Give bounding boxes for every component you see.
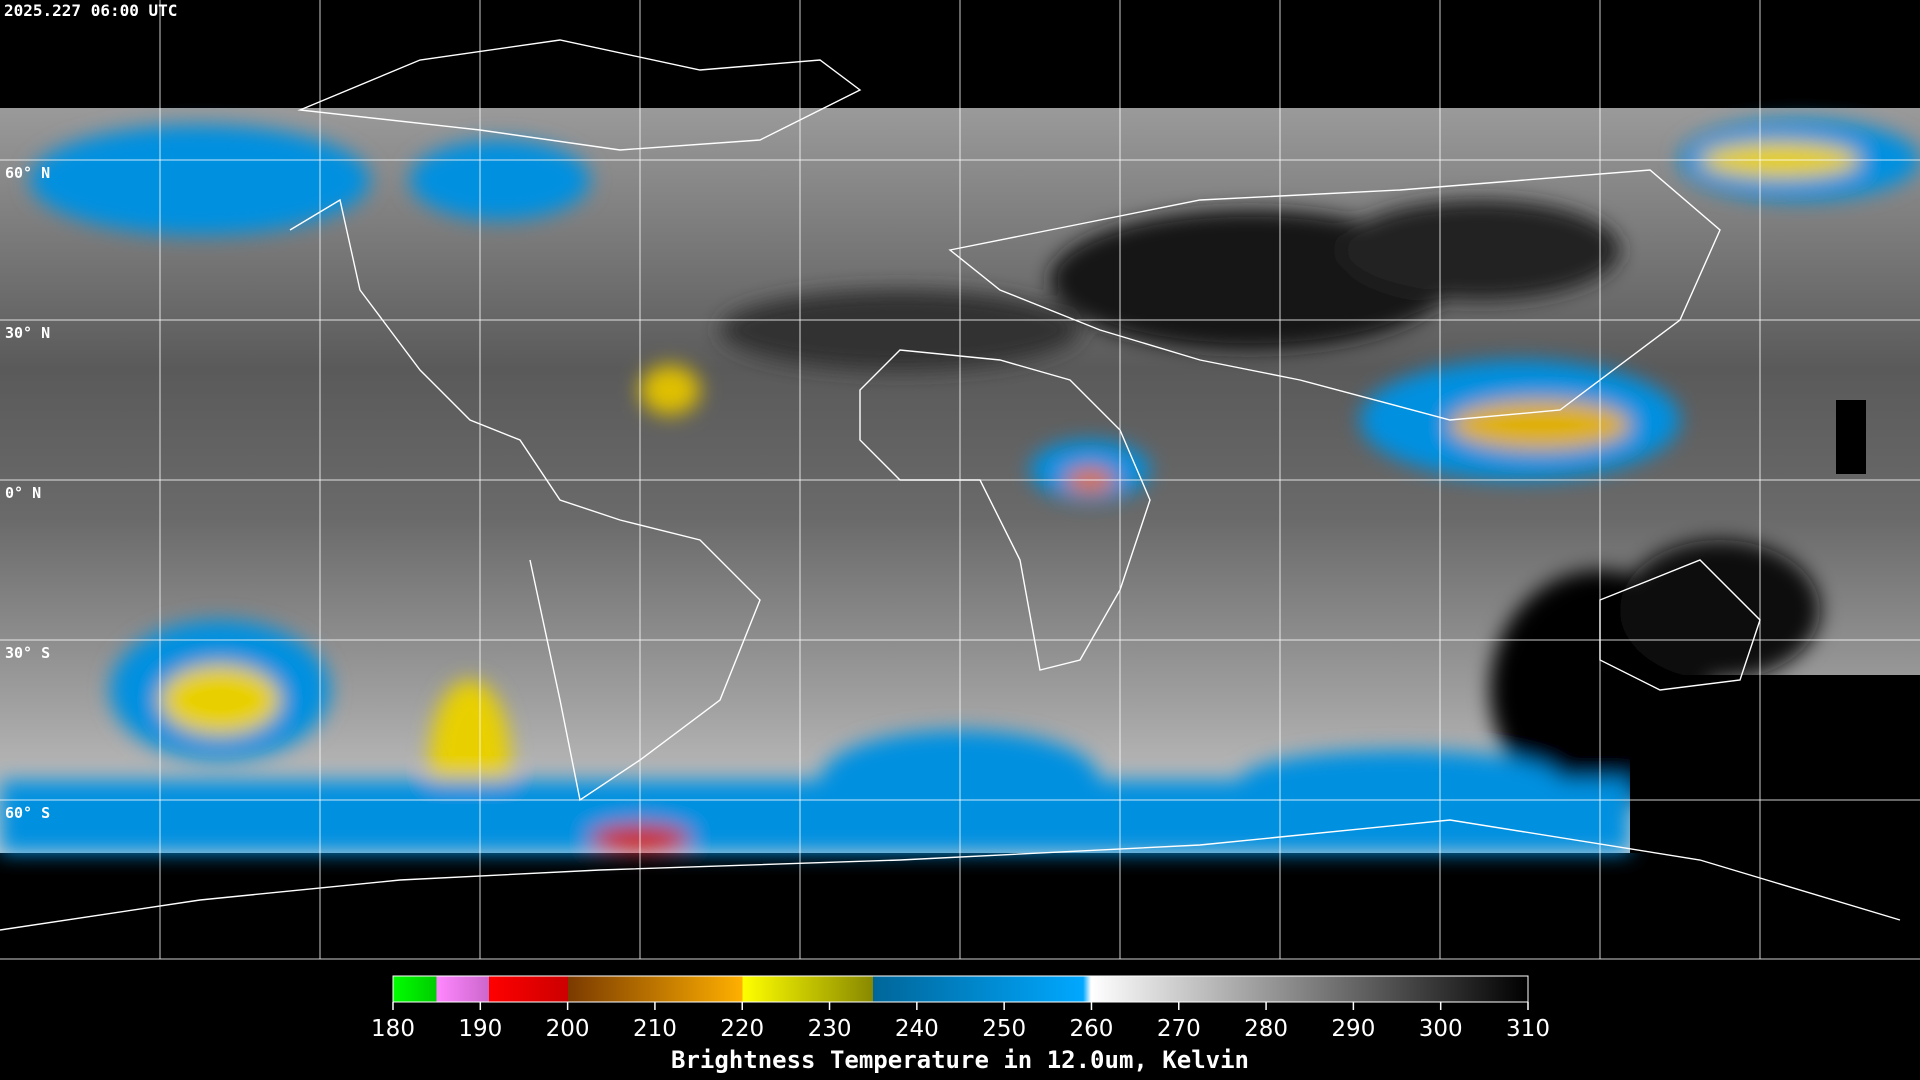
coastlines [0, 39, 1901, 931]
latitude-label: 30° N [5, 324, 50, 342]
colorbar-tick-label: 200 [546, 1016, 590, 1042]
latitude-label: 60° S [5, 804, 50, 822]
colorbar-tick-label: 290 [1331, 1016, 1375, 1042]
colorbar-tick-label: 190 [458, 1016, 502, 1042]
colorbar-tick-label: 300 [1419, 1016, 1463, 1042]
no-data-patch [1836, 400, 1866, 474]
timestamp: 2025.227 06:00 UTC [4, 1, 177, 20]
colorbar [392, 975, 1529, 1003]
colorbar-tick-label: 220 [720, 1016, 764, 1042]
colorbar-tick-label: 250 [982, 1016, 1026, 1042]
no-data-patch [1630, 675, 1920, 853]
colorbar-ticks: 180 190 200 210 220 230 240 250 260 270 280 290 300 3… [371, 1002, 1550, 1042]
coastline-americas [289, 198, 761, 802]
colorbar-tick-label: 270 [1157, 1016, 1201, 1042]
latitude-label: 0° N [5, 484, 41, 502]
colorbar-tick-label: 260 [1070, 1016, 1114, 1042]
colorbar-tick-label: 280 [1244, 1016, 1288, 1042]
graticule [0, 0, 1920, 960]
latitude-labels: 60° N 30° N 0° N 30° S 60° S [5, 164, 50, 822]
colorbar-tick-label: 240 [895, 1016, 939, 1042]
colorbar-tick-label: 210 [633, 1016, 677, 1042]
colorbar-title: Brightness Temperature in 12.0um, Kelvin [671, 1046, 1249, 1074]
colorbar-tick-label: 230 [808, 1016, 852, 1042]
coastline-arctic [297, 39, 862, 151]
coastline-eurasia [948, 169, 1721, 421]
colorbar-tick-label: 180 [371, 1016, 415, 1042]
coastline-antarctica [0, 819, 1901, 931]
latitude-label: 60° N [5, 164, 50, 182]
latitude-label: 30° S [5, 644, 50, 662]
colorbar-tick-label: 310 [1506, 1016, 1550, 1042]
